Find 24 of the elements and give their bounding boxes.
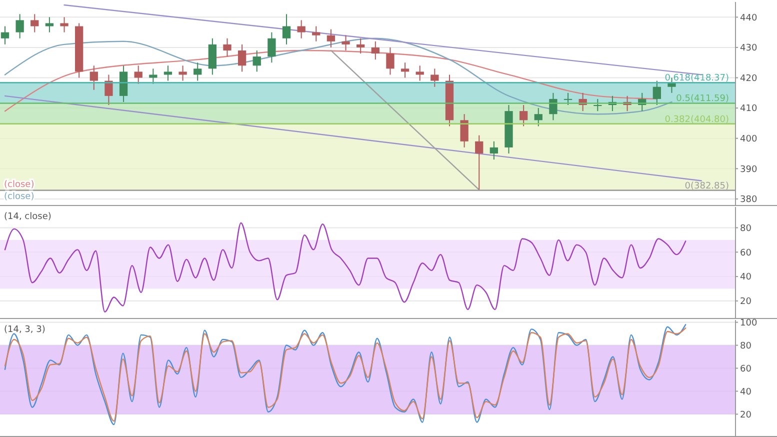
y-tick-label: 40	[740, 272, 752, 283]
text: (14, close)	[4, 212, 52, 222]
ref-line-label: 0.618(418.37)	[664, 74, 729, 84]
ref-line-label: 0(382.85)	[684, 181, 729, 192]
y-tick-label: 430	[740, 44, 758, 54]
y-tick-label: 40	[740, 387, 752, 398]
ref-line-label: 0.5(411.59)	[676, 94, 729, 104]
y-tick-label: 80	[740, 224, 752, 234]
y-tick-label: 60	[740, 364, 752, 374]
text: (14, 3, 3)	[4, 325, 46, 335]
y-tick-label: 390	[740, 164, 758, 175]
y-tick-label: 60	[740, 248, 752, 258]
y-tick-label: 100	[740, 318, 758, 328]
y-tick-label: 440	[740, 13, 758, 24]
y-tick-label: 420	[740, 74, 758, 84]
text: (close)	[4, 192, 34, 202]
y-tick-label: 20	[740, 410, 752, 420]
text: (close)	[4, 180, 34, 190]
y-tick-label: 400	[740, 134, 758, 144]
y-tick-label: 410	[740, 104, 758, 114]
y-tick-label: 20	[740, 297, 752, 308]
y-tick-label: 80	[740, 341, 752, 352]
y-tick-label: 380	[740, 195, 758, 206]
ref-line-label: 0.382(404.80)	[664, 114, 729, 125]
